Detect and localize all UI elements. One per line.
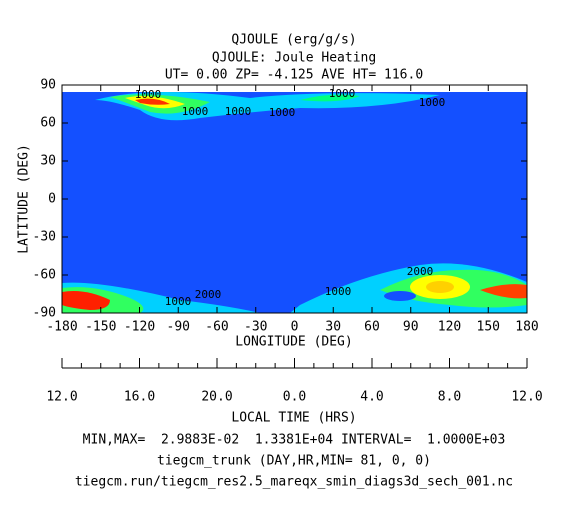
local-time-tick-label: 4.0	[360, 390, 383, 405]
y-tick-label: -90	[33, 306, 56, 321]
contour-label: 1000	[225, 105, 252, 118]
footer-line: tiegcm_trunk (DAY,HR,MIN= 81, 0, 0)	[157, 454, 431, 469]
contour-label: 1000	[135, 88, 162, 101]
x-tick-label: -60	[205, 320, 228, 335]
contour-label: 2000	[407, 265, 434, 278]
y-tick-label: -30	[33, 230, 56, 245]
x-axis-label: LONGITUDE (DEG)	[235, 335, 352, 350]
x-tick-label: 30	[325, 320, 341, 335]
contour-label: 1000	[269, 106, 296, 119]
local-time-tick-label: 8.0	[438, 390, 461, 405]
contour-field	[62, 85, 527, 313]
chart-subtitle: UT= 0.00 ZP= -4.125 AVE HT= 116.0	[165, 68, 423, 83]
x-tick-label: -150	[85, 320, 116, 335]
local-time-tick-label: 20.0	[201, 390, 232, 405]
chart-subtitle: QJOULE: Joule Heating	[212, 51, 376, 66]
x-tick-label: -30	[244, 320, 267, 335]
y-tick-label: -60	[33, 268, 56, 283]
contour-label: 1000	[182, 105, 209, 118]
contour-label: 1000	[419, 96, 446, 109]
x-tick-label: 150	[477, 320, 500, 335]
chart-title: QJOULE (erg/g/s)	[231, 33, 356, 48]
local-time-label: LOCAL TIME (HRS)	[231, 411, 356, 426]
x-tick-label: -120	[124, 320, 155, 335]
local-time-tick-label: 12.0	[46, 390, 77, 405]
y-tick-label: 60	[40, 116, 56, 131]
contour-label: 1000	[329, 87, 356, 100]
local-time-tick-label: 12.0	[511, 390, 542, 405]
y-tick-label: 30	[40, 154, 56, 169]
contour-label: 1000	[165, 295, 192, 308]
y-tick-label: 90	[40, 78, 56, 93]
x-tick-label: -90	[167, 320, 190, 335]
y-tick-label: 0	[48, 192, 56, 207]
x-tick-label: -180	[46, 320, 77, 335]
x-tick-label: 90	[403, 320, 419, 335]
contour-label: 1000	[325, 285, 352, 298]
contour-label: 2000	[195, 288, 222, 301]
footer-line: MIN,MAX= 2.9883E-02 1.3381E+04 INTERVAL=…	[83, 433, 506, 448]
x-tick-label: 120	[438, 320, 461, 335]
y-axis-label: LATITUDE (DEG)	[17, 144, 32, 254]
x-tick-label: 0	[291, 320, 299, 335]
local-time-tick-label: 16.0	[124, 390, 155, 405]
x-tick-label: 60	[364, 320, 380, 335]
footer-line: tiegcm.run/tiegcm_res2.5_mareqx_smin_dia…	[75, 475, 513, 490]
x-tick-label: 180	[515, 320, 538, 335]
local-time-tick-label: 0.0	[283, 390, 306, 405]
